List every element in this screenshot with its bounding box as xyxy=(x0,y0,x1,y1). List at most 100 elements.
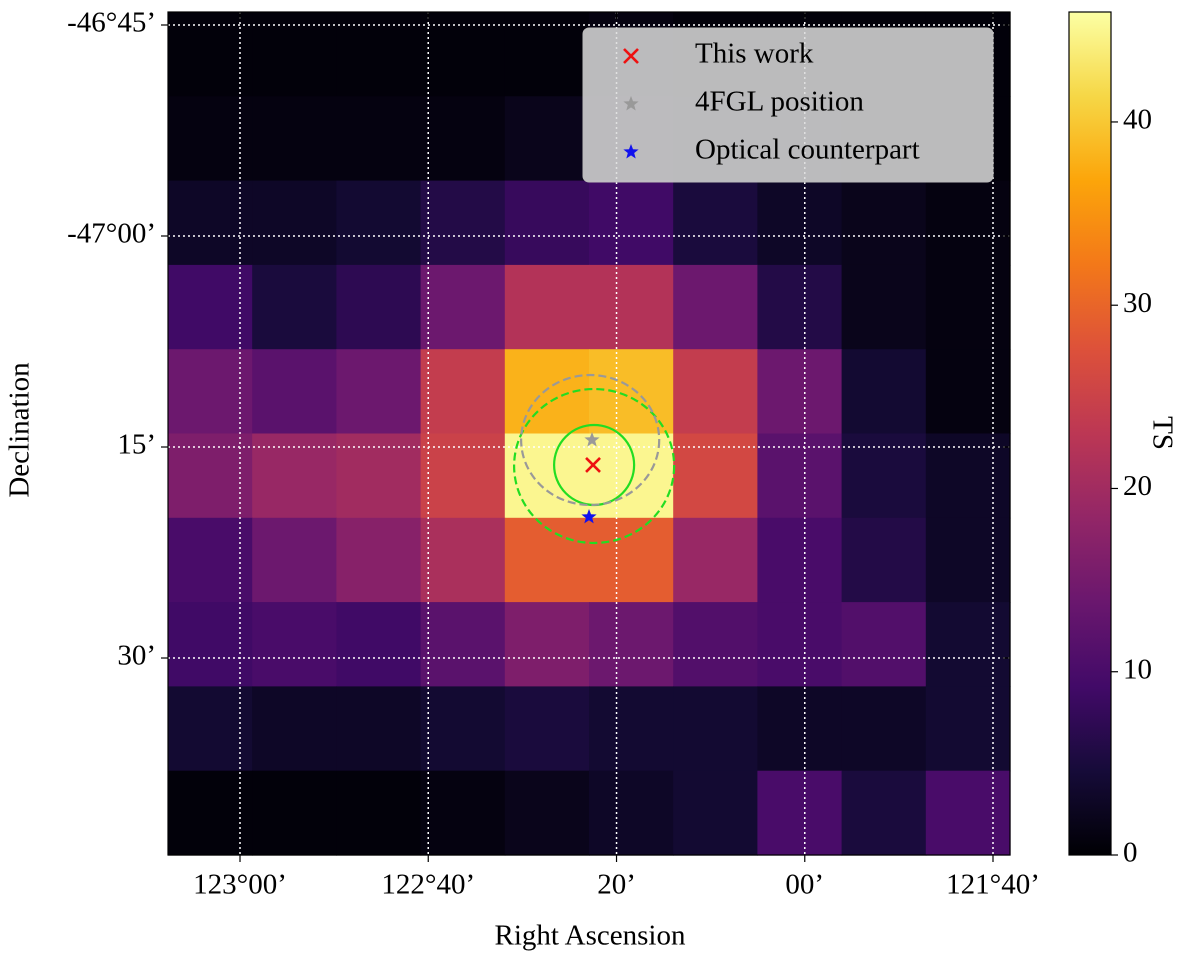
heatmap-cell xyxy=(757,517,843,603)
heatmap-cell xyxy=(925,264,1011,350)
heatmap-cell xyxy=(925,349,1011,435)
heatmap-cell xyxy=(841,686,927,772)
heatmap-cell xyxy=(336,433,422,519)
heatmap-cell xyxy=(673,180,758,266)
heatmap-cell xyxy=(925,602,1011,687)
heatmap-cell xyxy=(841,517,927,603)
heatmap-cell xyxy=(168,602,253,687)
heatmap-cell xyxy=(504,770,590,856)
heatmap-cell xyxy=(504,180,590,266)
heatmap-cell xyxy=(589,770,674,856)
heatmap-cell xyxy=(504,264,590,350)
heatmap-cell xyxy=(168,12,253,97)
heatmap-cell xyxy=(420,602,506,687)
legend-label: 4FGL position xyxy=(695,86,864,118)
contour xyxy=(512,387,676,545)
heatmap-cell xyxy=(336,264,422,350)
heatmap-cell xyxy=(504,517,590,603)
heatmap-cell xyxy=(420,264,506,350)
heatmap-cell xyxy=(673,770,758,856)
plot-frame xyxy=(167,11,1011,856)
colorbar-tick-label: 0 xyxy=(1123,837,1138,869)
x-tick-label: 20’ xyxy=(597,869,636,901)
heatmap-cell xyxy=(757,180,843,266)
heatmap-cell xyxy=(420,433,506,519)
heatmap-cell xyxy=(252,433,337,519)
colorbar-tick-label: 10 xyxy=(1123,653,1152,685)
heatmap-cell xyxy=(504,96,590,182)
heatmap-cell xyxy=(841,602,927,687)
colorbar-tick-label: 40 xyxy=(1123,104,1152,136)
heatmap-cell xyxy=(589,264,674,350)
heatmap-cell xyxy=(673,433,758,519)
heatmap-cell xyxy=(673,517,758,603)
heatmap-cell xyxy=(252,602,337,687)
marker-x xyxy=(623,48,639,64)
heatmap-cell xyxy=(336,602,422,687)
heatmap-cell xyxy=(673,264,758,350)
heatmap-cell xyxy=(336,686,422,772)
colorbar xyxy=(1068,11,1112,856)
heatmap-cell xyxy=(336,349,422,435)
heatmap-cell xyxy=(420,686,506,772)
heatmap-cell xyxy=(420,770,506,856)
heatmap-cell xyxy=(673,686,758,772)
heatmap-cell xyxy=(252,517,337,603)
heatmap-cell xyxy=(757,602,843,687)
heatmap-cell xyxy=(589,433,674,519)
heatmap-cell xyxy=(252,686,337,772)
x-axis-label: Right Ascension xyxy=(495,920,686,952)
heatmap-cell xyxy=(589,686,674,772)
heatmap-cell xyxy=(168,349,253,435)
heatmap-cell xyxy=(841,770,927,856)
heatmap-cell xyxy=(168,433,253,519)
y-tick-label: -46°45’ xyxy=(67,7,156,39)
heatmap-cell xyxy=(757,433,843,519)
y-tick-label: -47°00’ xyxy=(67,218,156,250)
legend-label: This work xyxy=(695,38,814,70)
heatmap-cell xyxy=(252,12,337,97)
heatmap-cell xyxy=(252,180,337,266)
marker-star xyxy=(584,432,600,447)
heatmap-cell xyxy=(420,349,506,435)
heatmap-cell xyxy=(757,770,843,856)
colorbar-tick-label: 20 xyxy=(1123,470,1152,502)
heatmap-cell xyxy=(420,180,506,266)
x-tick-label: 121°40’ xyxy=(946,869,1040,901)
heatmap-cell xyxy=(168,180,253,266)
heatmap-cell xyxy=(336,12,422,97)
heatmap-cell xyxy=(589,517,674,603)
legend-label: Optical counterpart xyxy=(695,134,920,166)
heatmap-cell xyxy=(589,349,674,435)
heatmap-cell xyxy=(673,602,758,687)
heatmap-cell xyxy=(168,686,253,772)
marker-star xyxy=(623,144,639,159)
heatmap-cell xyxy=(673,349,758,435)
heatmap-cell xyxy=(757,264,843,350)
heatmap-cell xyxy=(420,96,506,182)
heatmap-cell xyxy=(168,517,253,603)
heatmap-cell xyxy=(336,180,422,266)
colorbar-label: TS xyxy=(1146,416,1178,450)
marker-x xyxy=(585,457,601,473)
heatmap-cell xyxy=(252,96,337,182)
heatmap-cell xyxy=(252,770,337,856)
legend: This work 4FGL position Optical counterpar… xyxy=(582,27,994,183)
x-tick-label: 123°00’ xyxy=(193,869,287,901)
heatmap-cell xyxy=(336,770,422,856)
heatmap-cell xyxy=(168,96,253,182)
x-tick-label: 00’ xyxy=(785,869,824,901)
heatmap-cell xyxy=(841,433,927,519)
heatmap-cell xyxy=(925,433,1011,519)
marker-star xyxy=(623,96,639,111)
heatmap-cell xyxy=(589,180,674,266)
heatmap-cell xyxy=(841,264,927,350)
heatmap-cell xyxy=(168,264,253,350)
colorbar-tick-label: 30 xyxy=(1123,287,1152,319)
y-tick-label: 30’ xyxy=(117,640,156,672)
heatmap-cell xyxy=(504,602,590,687)
heatmap-cell xyxy=(252,349,337,435)
heatmap-cell xyxy=(504,686,590,772)
heatmap-cell xyxy=(841,349,927,435)
